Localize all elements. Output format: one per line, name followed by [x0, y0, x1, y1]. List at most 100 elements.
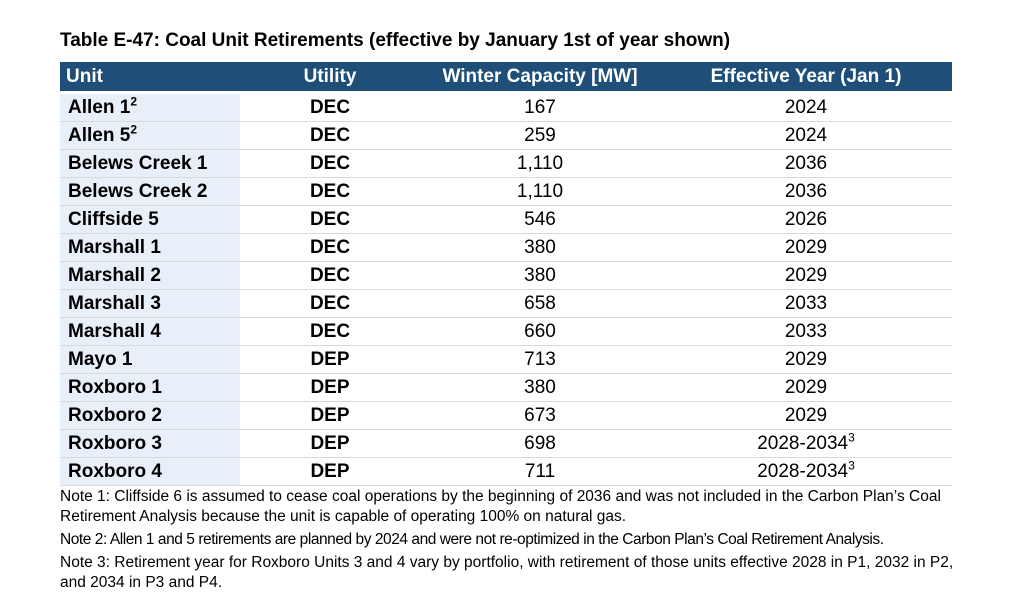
cell-effective-year: 2036 [660, 149, 952, 178]
cell-unit: Belews Creek 2 [60, 177, 240, 206]
footnote-marker: 3 [848, 430, 855, 445]
table-body: Allen 12 DEC 167 2024 Allen 52 DEC 259 2024 Bele… [60, 92, 952, 486]
cell-capacity: 658 [420, 289, 660, 318]
cell-effective-year: 2029 [660, 401, 952, 430]
cell-unit: Marshall 4 [60, 317, 240, 346]
table-row: Mayo 1 DEP 713 2029 [60, 345, 952, 374]
footnote-marker: 2 [130, 122, 137, 137]
cell-unit-text: Cliffside 5 [68, 208, 159, 230]
cell-utility: DEP [240, 457, 420, 486]
cell-utility-text: DEC [309, 264, 351, 286]
cell-capacity-text: 711 [524, 460, 556, 482]
cell-utility-text: DEC [309, 208, 351, 230]
cell-utility-text: DEC [309, 152, 351, 174]
cell-unit-text: Allen 5 [68, 124, 131, 146]
cell-capacity: 380 [420, 233, 660, 262]
cell-capacity-text: 698 [524, 432, 556, 454]
cell-effective-year-text: 2029 [784, 236, 828, 258]
cell-utility-text: DEC [309, 236, 351, 258]
cell-unit: Marshall 1 [60, 233, 240, 262]
cell-effective-year-text: 2028-2034 [757, 460, 849, 482]
cell-capacity: 660 [420, 317, 660, 346]
cell-unit-text: Roxboro 3 [68, 432, 162, 454]
cell-capacity-text: 1,110 [516, 152, 564, 174]
cell-capacity-text: 1,110 [516, 180, 564, 202]
footnote-marker: 2 [130, 94, 137, 109]
cell-unit-text: Belews Creek 2 [68, 180, 208, 202]
cell-effective-year-text: 2028-2034 [757, 432, 849, 454]
table-row: Roxboro 4 DEP 711 2028-20343 [60, 457, 952, 486]
cell-effective-year: 2028-20343 [660, 429, 952, 458]
cell-effective-year-text: 2033 [784, 292, 828, 314]
cell-capacity: 546 [420, 205, 660, 234]
cell-utility-text: DEP [310, 432, 350, 454]
note-1: Note 1: Cliffside 6 is assumed to cease … [60, 488, 941, 525]
cell-capacity-text: 259 [524, 124, 556, 146]
cell-capacity-text: 658 [524, 292, 556, 314]
cell-unit: Roxboro 3 [60, 429, 240, 458]
table-caption: Table E-47: Coal Unit Retirements (effec… [60, 30, 731, 51]
cell-capacity: 380 [420, 261, 660, 290]
cell-unit: Cliffside 5 [60, 205, 240, 234]
cell-capacity: 1,110 [420, 149, 660, 178]
cell-effective-year: 2024 [660, 121, 952, 150]
cell-effective-year: 2036 [660, 177, 952, 206]
cell-utility: DEC [240, 205, 420, 234]
cell-capacity-text: 713 [524, 348, 556, 370]
cell-effective-year: 2028-20343 [660, 457, 952, 486]
header-effective-year: Effective Year (Jan 1) [660, 62, 952, 94]
table-row: Allen 52 DEC 259 2024 [60, 121, 952, 150]
cell-effective-year-text: 2036 [784, 180, 828, 202]
cell-effective-year-text: 2029 [784, 348, 828, 370]
cell-effective-year-text: 2036 [784, 152, 828, 174]
cell-capacity: 711 [420, 457, 660, 486]
table-row: Belews Creek 1 DEC 1,110 2036 [60, 149, 952, 178]
cell-capacity: 1,110 [420, 177, 660, 206]
cell-utility: DEP [240, 429, 420, 458]
table-header-row: Unit Utility Winter Capacity [MW] Effect… [60, 62, 952, 94]
header-winter-capacity: Winter Capacity [MW] [420, 62, 660, 94]
cell-utility: DEC [240, 289, 420, 318]
cell-unit-text: Belews Creek 1 [68, 152, 208, 174]
cell-utility: DEP [240, 373, 420, 402]
cell-utility-text: DEP [310, 376, 350, 398]
table-row: Roxboro 3 DEP 698 2028-20343 [60, 429, 952, 458]
cell-capacity: 380 [420, 373, 660, 402]
cell-utility-text: DEC [309, 292, 351, 314]
cell-unit: Roxboro 4 [60, 457, 240, 486]
cell-capacity: 713 [420, 345, 660, 374]
header-unit: Unit [60, 62, 240, 94]
cell-unit-text: Marshall 1 [68, 236, 161, 258]
cell-capacity-text: 546 [524, 208, 556, 230]
cell-effective-year-text: 2029 [784, 376, 828, 398]
table-row: Marshall 4 DEC 660 2033 [60, 317, 952, 346]
cell-effective-year: 2033 [660, 289, 952, 318]
cell-utility-text: DEP [310, 404, 350, 426]
table-row: Roxboro 1 DEP 380 2029 [60, 373, 952, 402]
cell-effective-year: 2029 [660, 233, 952, 262]
cell-capacity-text: 380 [524, 236, 556, 258]
footnote-marker: 3 [848, 458, 855, 473]
cell-unit-text: Marshall 3 [68, 292, 161, 314]
table-row: Cliffside 5 DEC 546 2026 [60, 205, 952, 234]
table-row: Marshall 3 DEC 658 2033 [60, 289, 952, 318]
cell-effective-year-text: 2029 [784, 404, 828, 426]
cell-utility-text: DEC [309, 96, 351, 118]
cell-utility-text: DEC [309, 180, 351, 202]
cell-utility-text: DEP [310, 460, 350, 482]
cell-unit: Marshall 2 [60, 261, 240, 290]
cell-effective-year: 2026 [660, 205, 952, 234]
cell-utility-text: DEP [310, 348, 350, 370]
cell-unit: Roxboro 1 [60, 373, 240, 402]
cell-effective-year-text: 2026 [784, 208, 828, 230]
cell-utility: DEP [240, 345, 420, 374]
cell-unit-text: Roxboro 4 [68, 460, 162, 482]
cell-effective-year-text: 2024 [784, 124, 828, 146]
cell-unit-text: Marshall 4 [68, 320, 161, 342]
table-row: Allen 12 DEC 167 2024 [60, 92, 952, 122]
cell-effective-year: 2029 [660, 345, 952, 374]
cell-unit: Roxboro 2 [60, 401, 240, 430]
cell-effective-year-text: 2024 [784, 96, 828, 118]
cell-unit: Marshall 3 [60, 289, 240, 318]
cell-utility: DEC [240, 177, 420, 206]
